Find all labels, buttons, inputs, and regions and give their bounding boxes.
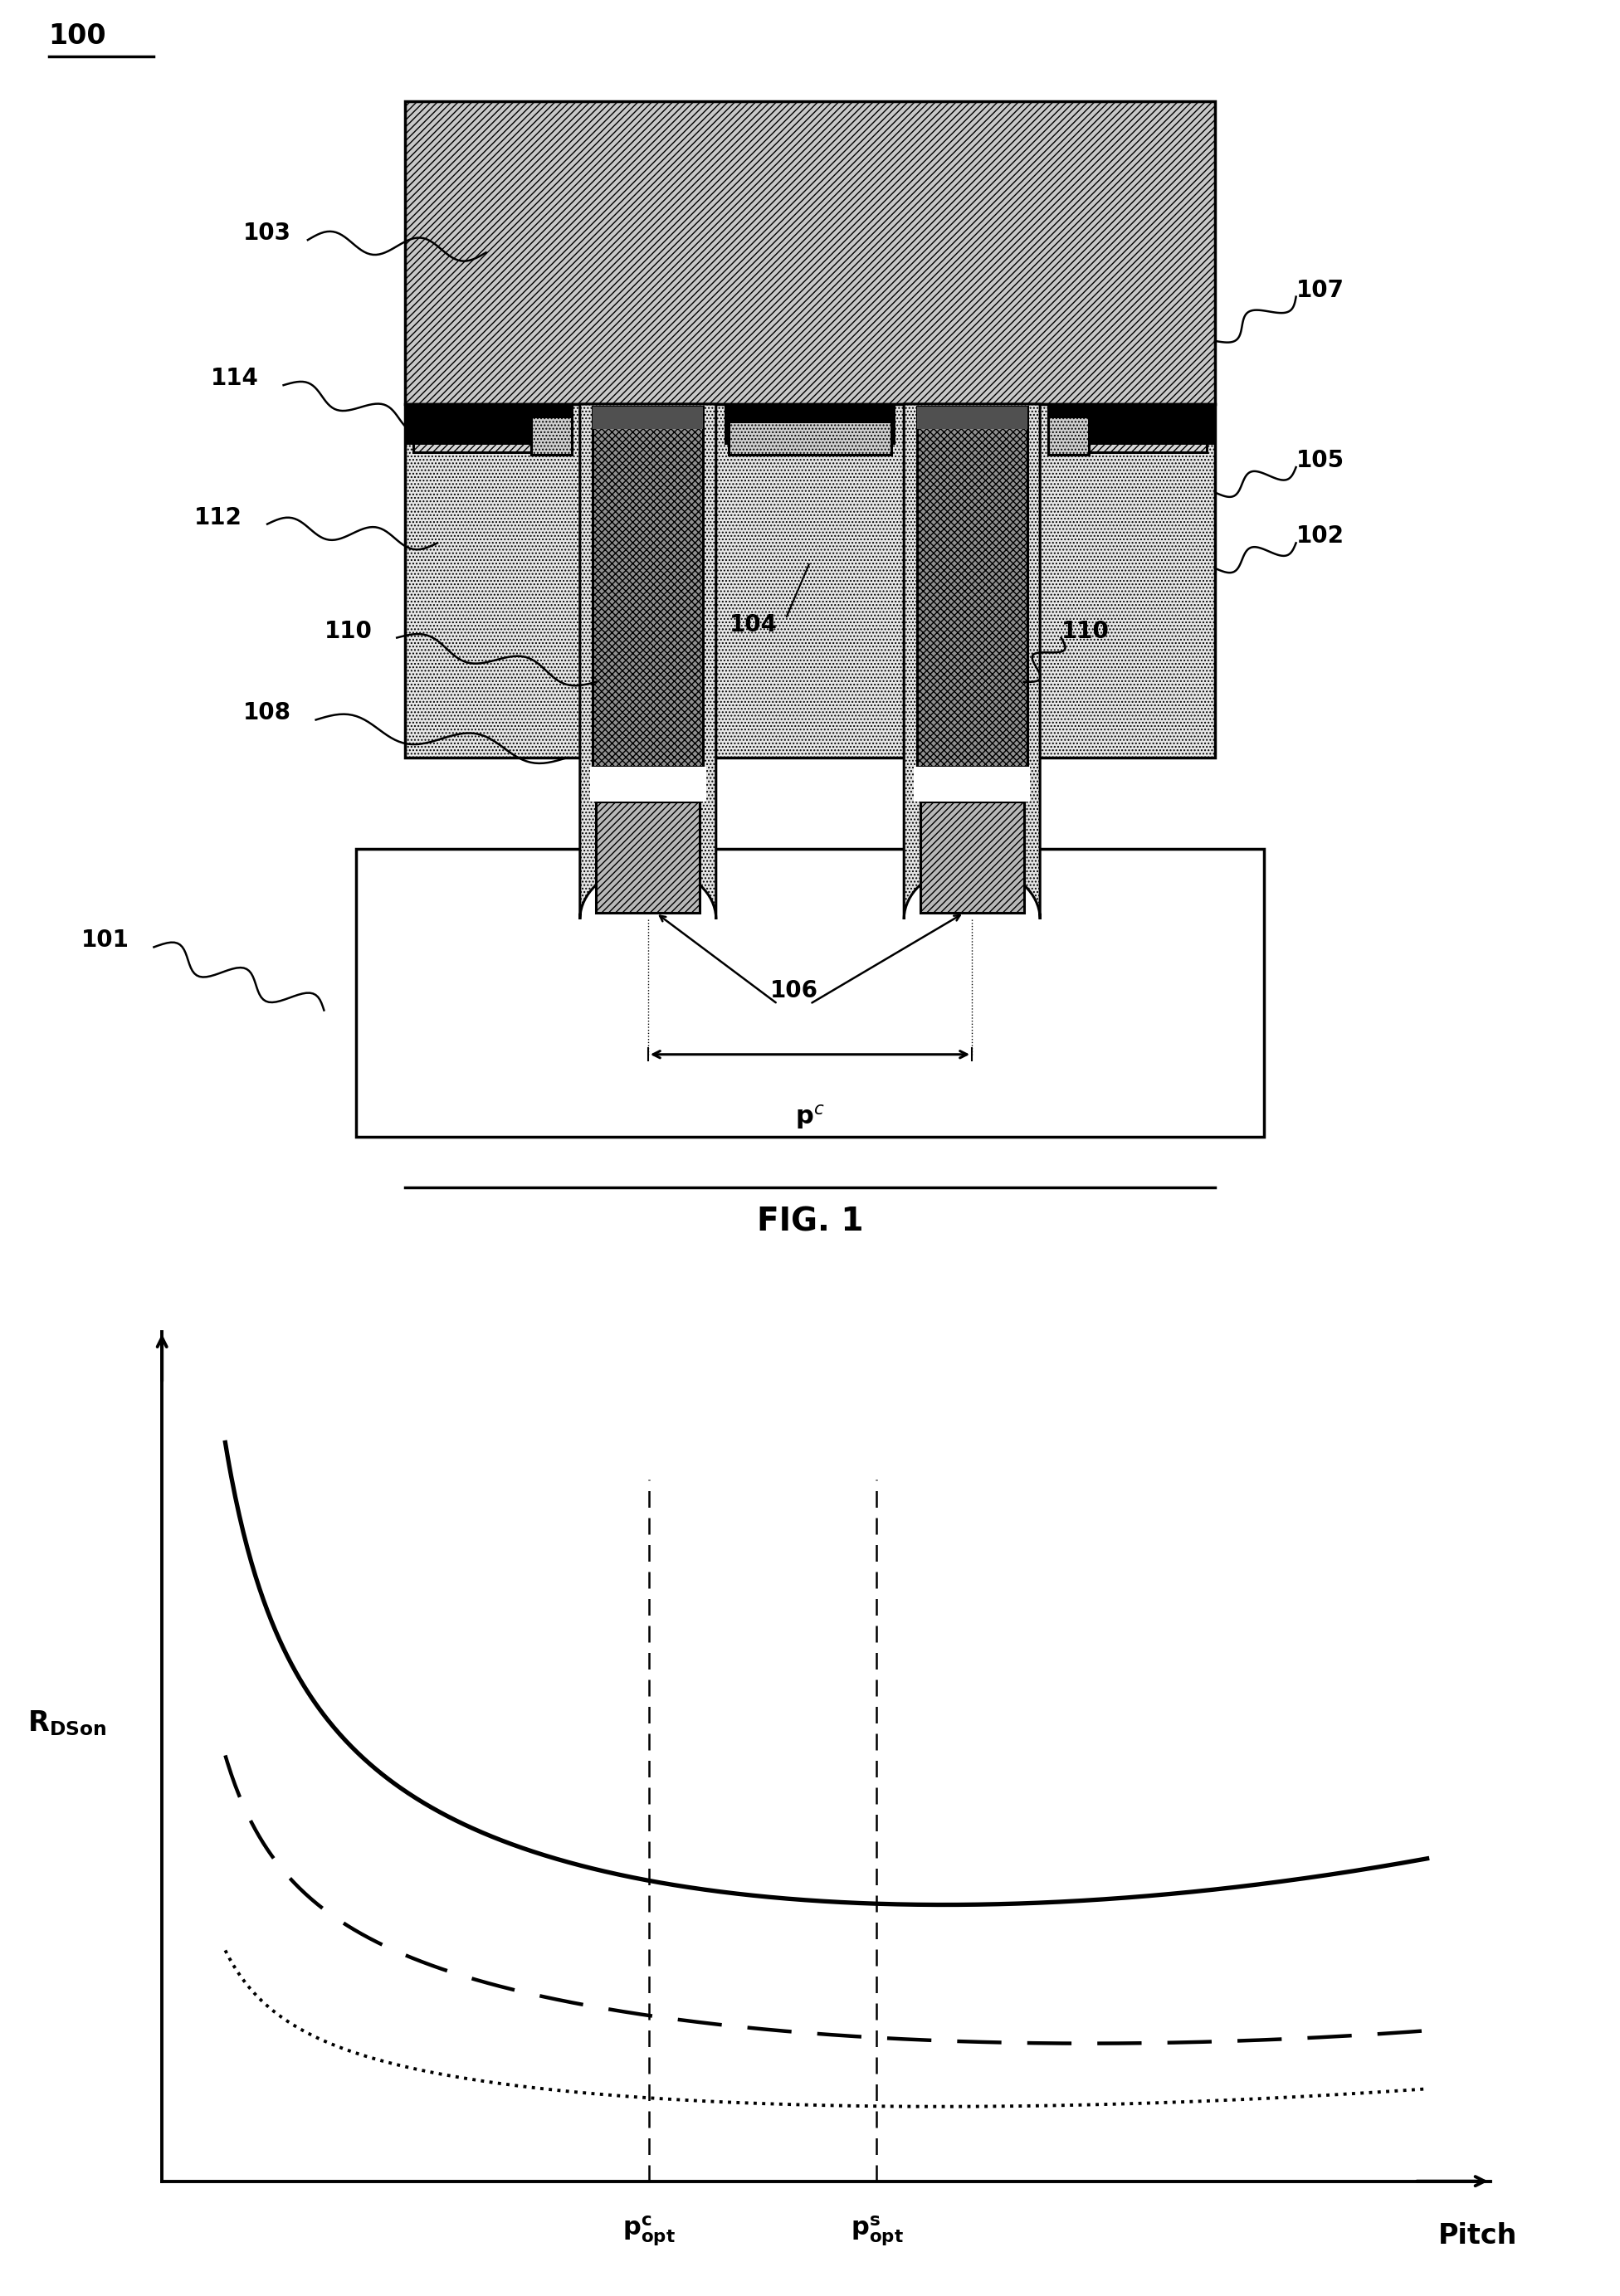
Bar [920,801,1024,914]
Text: FIG. 1: FIG. 1 [757,1205,863,1238]
Bar [1048,404,1207,452]
Text: 108: 108 [243,703,292,726]
Bar [1048,418,1089,455]
Text: 110: 110 [324,620,373,643]
Polygon shape [580,404,716,918]
Bar [729,422,891,455]
Polygon shape [904,404,1040,918]
Text: 102: 102 [1296,526,1345,549]
Bar [917,406,1027,429]
Bar [531,418,572,455]
Text: p$_{\mathbf{opt}}^{\mathbf{c}}$: p$_{\mathbf{opt}}^{\mathbf{c}}$ [622,2213,676,2248]
Bar [593,406,703,767]
Text: Pitch: Pitch [1439,2223,1518,2250]
Text: p$_{\mathbf{opt}}^{\mathbf{s}}$: p$_{\mathbf{opt}}^{\mathbf{s}}$ [850,2213,904,2248]
Text: 100: 100 [49,23,107,51]
Bar [917,406,1027,767]
Text: 103: 103 [243,223,292,246]
Bar [531,418,572,455]
Bar [596,801,700,914]
Bar [596,801,700,914]
Text: p$^c$: p$^c$ [795,1102,825,1130]
Bar [1048,404,1215,445]
Bar [405,404,572,445]
Text: 112: 112 [194,505,243,528]
Bar [405,404,1215,758]
Bar [405,404,1215,758]
Bar [413,404,572,452]
Bar [593,406,703,429]
Bar [405,101,1215,404]
Text: 107: 107 [1296,278,1345,301]
Bar [724,404,896,445]
Bar [356,850,1264,1137]
Bar [914,767,1030,801]
Bar [1048,404,1207,452]
Bar [413,404,572,452]
Text: 106: 106 [770,980,818,1003]
Text: R$_{\mathbf{DSon}}$: R$_{\mathbf{DSon}}$ [28,1708,107,1738]
Bar [405,101,1215,404]
Text: 105: 105 [1296,450,1345,473]
Bar [590,767,706,801]
Bar [593,406,703,767]
Text: 110: 110 [1061,620,1110,643]
Text: 114: 114 [211,367,259,390]
Bar [920,801,1024,914]
Bar [917,406,1027,767]
Bar [729,422,891,455]
Text: 101: 101 [81,930,130,953]
Text: 104: 104 [729,613,778,636]
Bar [1048,418,1089,455]
